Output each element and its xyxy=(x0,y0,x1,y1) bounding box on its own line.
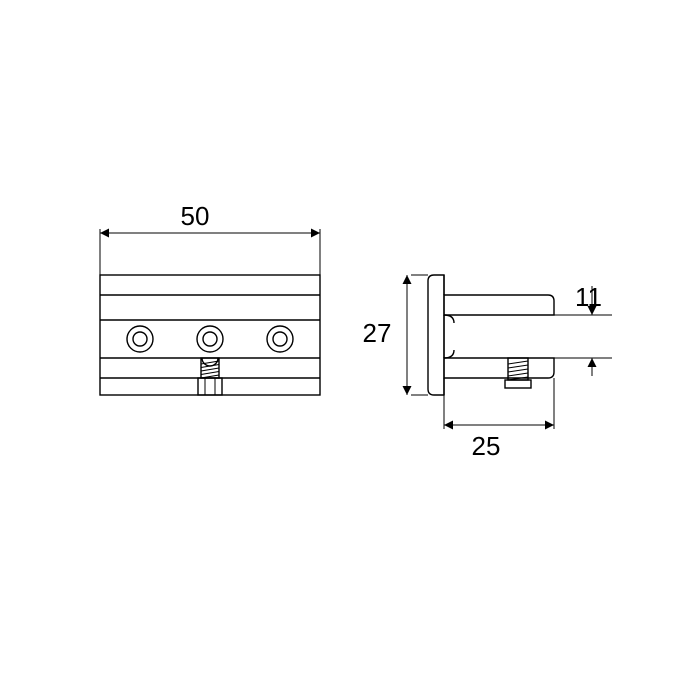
svg-text:50: 50 xyxy=(181,201,210,231)
svg-text:27: 27 xyxy=(363,318,392,348)
side-view xyxy=(428,275,554,395)
hole-1 xyxy=(197,326,223,352)
dimensions: 50 27 25 11 xyxy=(100,201,612,461)
center-screw-front xyxy=(198,358,222,395)
dim-25: 25 xyxy=(444,378,554,461)
hole-0 xyxy=(127,326,153,352)
svg-text:25: 25 xyxy=(472,431,501,461)
front-view xyxy=(100,275,320,395)
dim-27: 27 xyxy=(363,275,428,395)
dim-11: 11 xyxy=(554,282,612,376)
screw-side xyxy=(505,358,531,388)
svg-text:11: 11 xyxy=(575,282,602,312)
hole-2 xyxy=(267,326,293,352)
dim-50: 50 xyxy=(100,201,320,275)
